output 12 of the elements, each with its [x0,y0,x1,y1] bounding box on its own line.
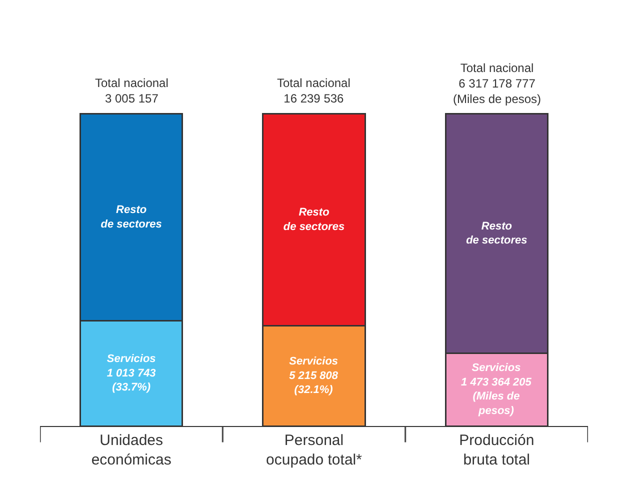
data-label: Servicios 1 473 364 205 (Miles de pesos) [461,362,532,418]
x-tick-label: Producción bruta total [459,432,534,468]
x-tick-label: Personal ocupado total* [266,432,362,468]
data-label: Servicios 5 215 808 (32.1%) [289,356,339,396]
data-label: Resto de sectores [283,206,345,233]
data-label: Servicios 1 013 743 (33.7%) [106,353,156,394]
data-label: Resto de sectores [100,204,162,230]
total-label: Total nacional 6 317 178 777 (Miles de pesos) [453,61,542,106]
x-tick-label: Unidades económicas [91,432,172,468]
total-label: Total nacional 16 239 536 [277,76,350,106]
total-label: Total nacional 3 005 157 [95,76,168,106]
data-label: Resto de sectores [466,220,528,247]
